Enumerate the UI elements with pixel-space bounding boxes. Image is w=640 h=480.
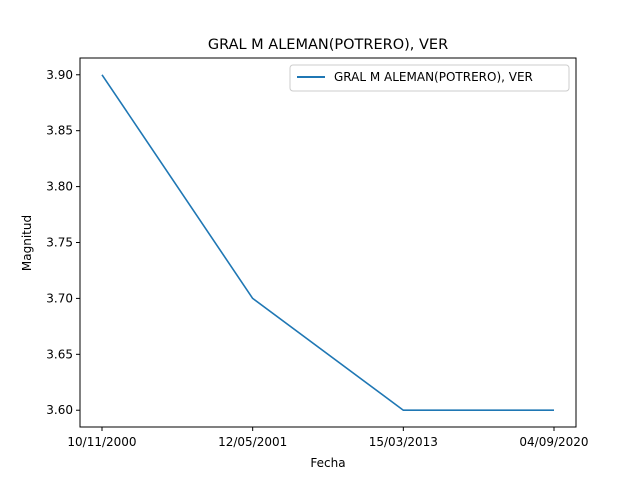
- plot-area-frame: [79, 57, 577, 428]
- legend-box: [289, 64, 570, 92]
- legend: GRAL M ALEMAN(POTRERO), VER: [289, 64, 570, 92]
- series-line: [101, 74, 554, 412]
- y-tick-label: 3.70: [46, 291, 73, 305]
- x-axis: 10/11/2000 12/05/2001 15/03/2013 04/09/2020: [67, 427, 589, 449]
- x-tick-label: 15/03/2013: [369, 435, 438, 449]
- y-axis-label: Magnitud: [20, 215, 34, 271]
- x-axis-label: Fecha: [310, 456, 345, 470]
- y-tick-label: 3.75: [46, 236, 73, 250]
- chart-title: GRAL M ALEMAN(POTRERO), VER: [208, 37, 448, 53]
- x-tick-label: 04/09/2020: [519, 435, 588, 449]
- y-tick-label: 3.65: [46, 347, 73, 361]
- series-group: [101, 74, 555, 412]
- x-tick-label: 12/05/2001: [218, 435, 287, 449]
- y-tick-label: 3.90: [46, 68, 73, 82]
- y-axis: 3.60 3.65 3.70 3.75 3.80 3.85 3.90: [46, 68, 80, 417]
- legend-entry-label: GRAL M ALEMAN(POTRERO), VER: [334, 70, 533, 84]
- x-tick-label: 10/11/2000: [67, 435, 136, 449]
- y-tick-label: 3.85: [46, 124, 73, 138]
- y-tick-label: 3.60: [46, 403, 73, 417]
- y-tick-label: 3.80: [46, 180, 73, 194]
